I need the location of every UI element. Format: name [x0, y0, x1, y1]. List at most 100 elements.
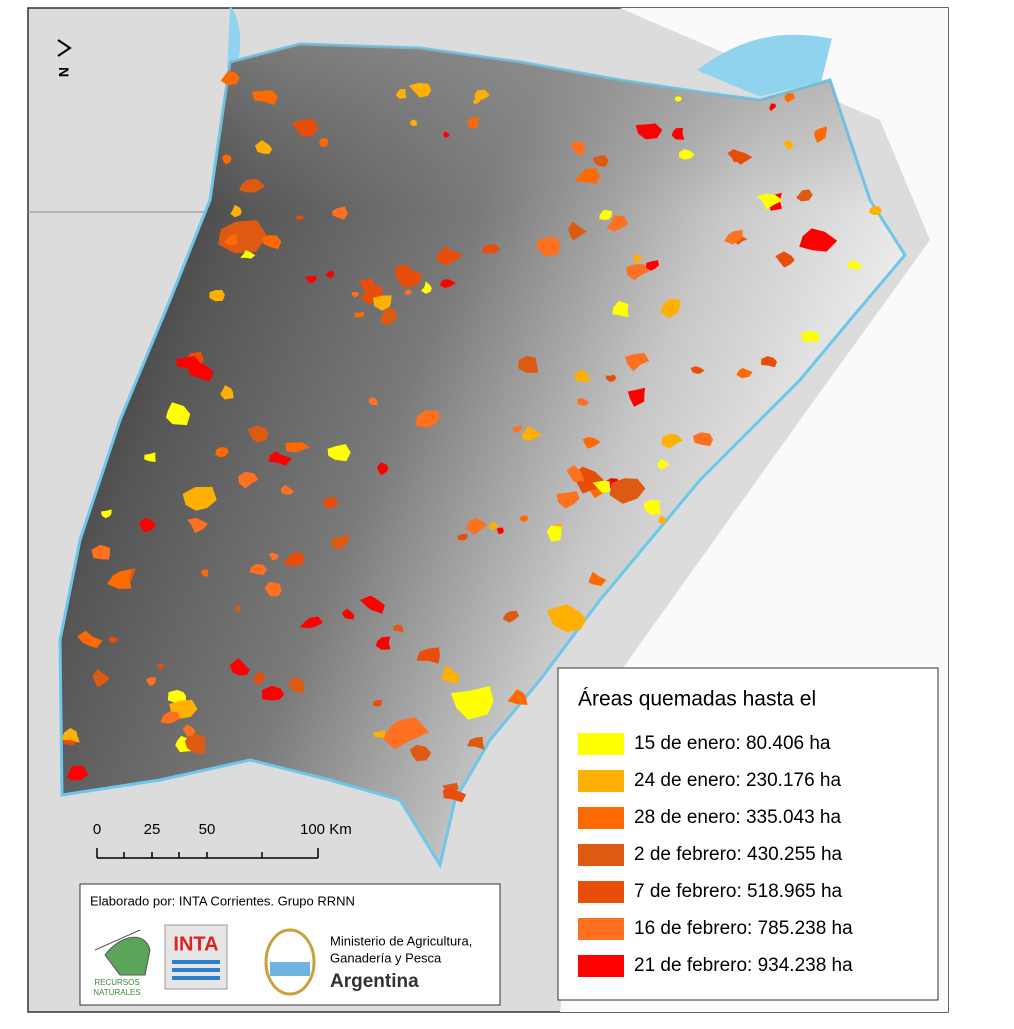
- legend-swatch: [578, 881, 624, 903]
- burn-patch: [264, 581, 282, 597]
- burn-patch: [395, 89, 407, 99]
- burn-patch: [382, 717, 430, 750]
- burn-patch: [224, 234, 238, 246]
- burn-patch: [368, 397, 378, 406]
- burn-patch: [108, 636, 119, 643]
- burn-patch: [200, 569, 209, 577]
- burn-patch: [574, 168, 601, 185]
- burn-patch: [101, 509, 112, 519]
- burn-patch: [268, 552, 279, 561]
- burn-patch: [507, 689, 528, 705]
- burn-patch: [612, 300, 629, 318]
- burn-patch: [285, 442, 310, 453]
- north-label: N: [56, 67, 72, 77]
- legend: Áreas quemadas hasta el 15 de enero: 80.…: [557, 667, 939, 1001]
- burn-patch: [450, 686, 494, 720]
- burn-patch: [239, 178, 266, 193]
- burn-patch: [868, 206, 882, 216]
- burn-patch: [605, 374, 617, 382]
- burn-patch: [467, 117, 480, 129]
- burn-patch: [395, 267, 423, 288]
- burn-patch: [609, 478, 646, 504]
- burn-patch: [144, 452, 156, 462]
- recursos-icon: [94, 929, 151, 976]
- burn-patch: [92, 669, 110, 688]
- north-arrow: N: [56, 39, 72, 77]
- burn-patch: [323, 497, 339, 509]
- burn-patch: [457, 533, 468, 541]
- burn-patch: [674, 96, 682, 102]
- ministry-text: Ganadería y Pesca: [330, 950, 442, 965]
- burn-patch: [220, 385, 234, 400]
- burn-patch: [304, 275, 317, 284]
- burn-patch: [546, 525, 562, 542]
- burn-patch: [215, 447, 229, 458]
- legend-swatch: [578, 955, 624, 977]
- burn-patch: [283, 552, 305, 567]
- burn-patch: [626, 264, 650, 281]
- burn-patch: [799, 228, 838, 252]
- burn-patch: [261, 235, 282, 250]
- burn-patch: [253, 672, 265, 686]
- burn-patch: [570, 141, 585, 155]
- burn-patch: [357, 278, 374, 293]
- burn-patch: [568, 221, 587, 241]
- burn-patch: [359, 595, 385, 614]
- burn-patch: [783, 139, 793, 150]
- burn-patch: [156, 663, 164, 671]
- burn-patch: [473, 98, 481, 105]
- burn-patch: [187, 360, 214, 382]
- burn-patch: [577, 397, 589, 406]
- burn-patch: [646, 260, 659, 271]
- burn-patch: [633, 253, 644, 264]
- burn-patch: [518, 355, 539, 373]
- burn-patch: [690, 366, 705, 374]
- burn-patch: [410, 119, 417, 126]
- burn-patch: [521, 426, 543, 441]
- burn-patch: [556, 491, 580, 509]
- burn-patch: [727, 149, 743, 163]
- burn-patch: [435, 245, 463, 266]
- burn-patch: [184, 732, 206, 755]
- burn-patch: [657, 458, 670, 470]
- recursos-text: RECURSOS: [94, 978, 139, 987]
- burn-patch: [546, 604, 587, 632]
- burn-patch: [66, 765, 89, 781]
- burn-patch: [332, 206, 348, 220]
- burn-patch: [635, 123, 663, 140]
- burn-patch: [408, 82, 432, 98]
- burn-patch: [327, 444, 351, 462]
- burn-patch: [139, 517, 156, 533]
- burn-patch: [443, 131, 450, 138]
- burn-patch: [496, 527, 504, 535]
- burn-patch: [351, 291, 359, 298]
- scale-label: 0: [93, 821, 101, 838]
- burn-patch: [182, 724, 196, 737]
- burn-patch: [512, 425, 522, 433]
- burn-patch: [373, 699, 383, 707]
- burn-patch: [761, 356, 778, 368]
- burn-patch: [268, 451, 292, 466]
- burn-patch: [502, 610, 520, 623]
- legend-swatch: [578, 807, 624, 829]
- legend-swatch: [578, 770, 624, 792]
- burn-patch: [187, 517, 208, 534]
- burn-patch: [319, 138, 328, 148]
- burn-patch: [488, 522, 499, 531]
- burn-patch: [592, 155, 609, 167]
- burn-patch: [373, 729, 386, 739]
- burn-patch: [566, 464, 585, 483]
- burn-patch: [847, 260, 862, 270]
- burn-patch: [588, 571, 607, 586]
- burn-patch: [467, 736, 485, 750]
- burn-patch: [442, 787, 467, 803]
- legend-label: 15 de enero: 80.406 ha: [634, 733, 831, 754]
- legend-label: 28 de enero: 335.043 ha: [634, 807, 842, 828]
- burn-patch: [606, 215, 628, 232]
- burn-patch: [262, 685, 285, 701]
- legend-label: 21 de febrero: 934.238 ha: [634, 955, 853, 976]
- burn-patch: [331, 534, 350, 551]
- burn-patch: [624, 353, 650, 372]
- legend-swatch: [578, 844, 624, 866]
